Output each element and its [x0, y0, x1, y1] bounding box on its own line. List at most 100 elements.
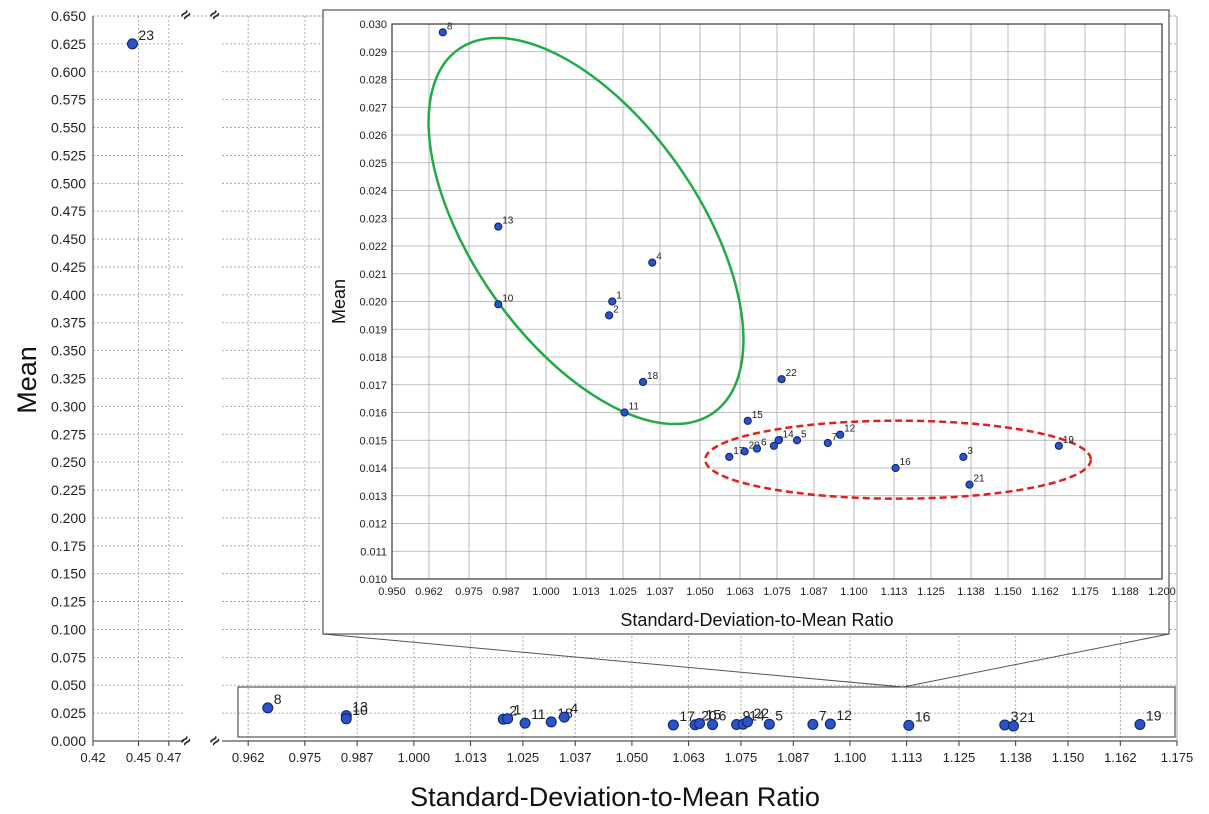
- inset-data-point: [965, 480, 974, 489]
- inset-data-point: [648, 258, 657, 267]
- y-tick-label: 0.325: [51, 371, 86, 387]
- y-tick-label: 0.600: [51, 64, 86, 80]
- inset-x-tick-label: 0.987: [492, 586, 520, 598]
- y-tick-label: 0.425: [51, 259, 86, 275]
- x-tick-label: 1.013: [454, 750, 487, 765]
- inset-y-tick-label: 0.026: [359, 130, 387, 142]
- x-tick-label: 1.138: [999, 750, 1032, 765]
- x-tick-label: 1.075: [725, 750, 758, 765]
- inset-y-tick-label: 0.015: [359, 435, 387, 447]
- inset-x-axis-title: Standard-Deviation-to-Mean Ratio: [620, 610, 893, 630]
- inset-y-tick-label: 0.023: [359, 213, 387, 225]
- data-point: [1007, 720, 1019, 732]
- point-label: 7: [819, 707, 827, 723]
- inset-x-tick-label: 1.025: [609, 586, 637, 598]
- y-tick-label: 0.350: [51, 343, 86, 359]
- data-point: [340, 713, 352, 725]
- data-point: [667, 719, 679, 731]
- inset-data-point: [752, 444, 762, 453]
- inset-y-tick-label: 0.011: [360, 546, 387, 558]
- inset-data-point: [743, 416, 752, 425]
- inset-x-tick-label: 1.037: [646, 586, 674, 598]
- inset-y-tick-label: 0.019: [359, 324, 387, 336]
- inset-point-label: 4: [656, 252, 662, 263]
- inset-y-tick-label: 0.025: [359, 158, 387, 170]
- x-tick-label: 0.47: [156, 750, 181, 765]
- inset-point-label: 3: [967, 446, 973, 457]
- y-tick-label: 0.000: [51, 733, 86, 749]
- inset-x-tick-label: 1.100: [840, 586, 868, 598]
- inset-x-tick-label: 1.013: [572, 586, 600, 598]
- inset-point-label: 21: [974, 474, 986, 485]
- data-point: [558, 711, 570, 723]
- main-y-axis-title: Mean: [12, 346, 42, 414]
- inset-point-label: 5: [801, 429, 807, 440]
- inset-data-point: [638, 377, 648, 387]
- inset-data-point: [494, 300, 503, 309]
- x-tick-label: 1.050: [616, 750, 649, 765]
- inset-y-tick-label: 0.021: [359, 269, 387, 281]
- inset-point-label: 18: [647, 371, 659, 382]
- x-tick-label: 1.150: [1052, 750, 1085, 765]
- cluster-ellipse-green: [427, 36, 745, 426]
- inset-y-tick-label: 0.010: [359, 574, 387, 586]
- inset-x-tick-label: 1.000: [532, 586, 560, 598]
- inset-data-point: [959, 452, 968, 461]
- inset-x-tick-label: 0.962: [415, 586, 443, 598]
- point-label: 16: [915, 708, 931, 724]
- data-point: [903, 719, 915, 731]
- point-label: 13: [352, 699, 368, 715]
- zoom-connector-line: [322, 633, 904, 688]
- cluster-ellipse-red: [704, 419, 1093, 500]
- zoom-connector-line: [902, 633, 1170, 688]
- point-label: 22: [753, 705, 769, 721]
- inset-point-label: 12: [844, 424, 856, 435]
- point-label: 23: [138, 27, 154, 43]
- inset-data-point: [620, 408, 629, 417]
- y-tick-label: 0.300: [51, 398, 86, 414]
- y-tick-label: 0.225: [51, 482, 86, 498]
- inset-point-label: 1: [616, 291, 622, 302]
- inset-point-label: 11: [629, 402, 640, 413]
- inset-x-tick-label: 1.188: [1111, 586, 1139, 598]
- y-tick-label: 0.475: [51, 203, 86, 219]
- main-x-axis-title: Standard-Deviation-to-Mean Ratio: [410, 782, 820, 812]
- data-point: [763, 718, 775, 730]
- axis-break-marks: ≈ ≈ ≈ ≈: [177, 6, 224, 750]
- inset-x-tick-label: 1.138: [957, 586, 985, 598]
- data-point: [1134, 718, 1146, 730]
- data-point: [807, 718, 819, 730]
- axis-break-mark: ≈: [177, 732, 195, 750]
- y-tick-label: 0.375: [51, 315, 86, 331]
- inset-x-tick-label: 1.150: [994, 586, 1022, 598]
- y-tick-label: 0.650: [51, 8, 86, 24]
- point-label: 14: [749, 707, 765, 723]
- inset-x-tick-label: 1.087: [800, 586, 828, 598]
- inset-data-point: [438, 28, 447, 37]
- x-tick-label: 1.087: [777, 750, 810, 765]
- inset-point-label: 19: [1063, 435, 1075, 446]
- inset-x-tick-label: 1.200: [1148, 586, 1176, 598]
- point-label: 17: [679, 708, 695, 724]
- inset-y-tick-label: 0.016: [359, 408, 387, 420]
- x-tick-label: 1.000: [398, 750, 431, 765]
- inset-y-tick-label: 0.029: [359, 47, 387, 59]
- inset-panel: 0.030 0.029 0.028 0.027 0.026 0.025 0.024 0.023…: [322, 9, 1176, 635]
- axis-break-mark: ≈: [177, 6, 195, 24]
- point-label: 1: [514, 702, 522, 718]
- inset-data-point: [774, 436, 783, 445]
- inset-y-tick-label: 0.028: [359, 75, 387, 87]
- data-point: [707, 719, 719, 731]
- x-tick-label: 1.100: [834, 750, 867, 765]
- point-label: 10: [352, 702, 368, 718]
- x-tick-label: 1.113: [891, 750, 923, 765]
- inset-point-label: 10: [502, 293, 514, 304]
- x-tick-label: 1.063: [672, 750, 705, 765]
- y-tick-label: 0.175: [51, 538, 86, 554]
- inset-x-tick-label: 1.175: [1071, 586, 1099, 598]
- point-label: 11: [531, 706, 546, 722]
- data-point: [126, 38, 138, 50]
- x-tick-label: 0.962: [232, 750, 265, 765]
- x-tick-label: 0.42: [80, 750, 105, 765]
